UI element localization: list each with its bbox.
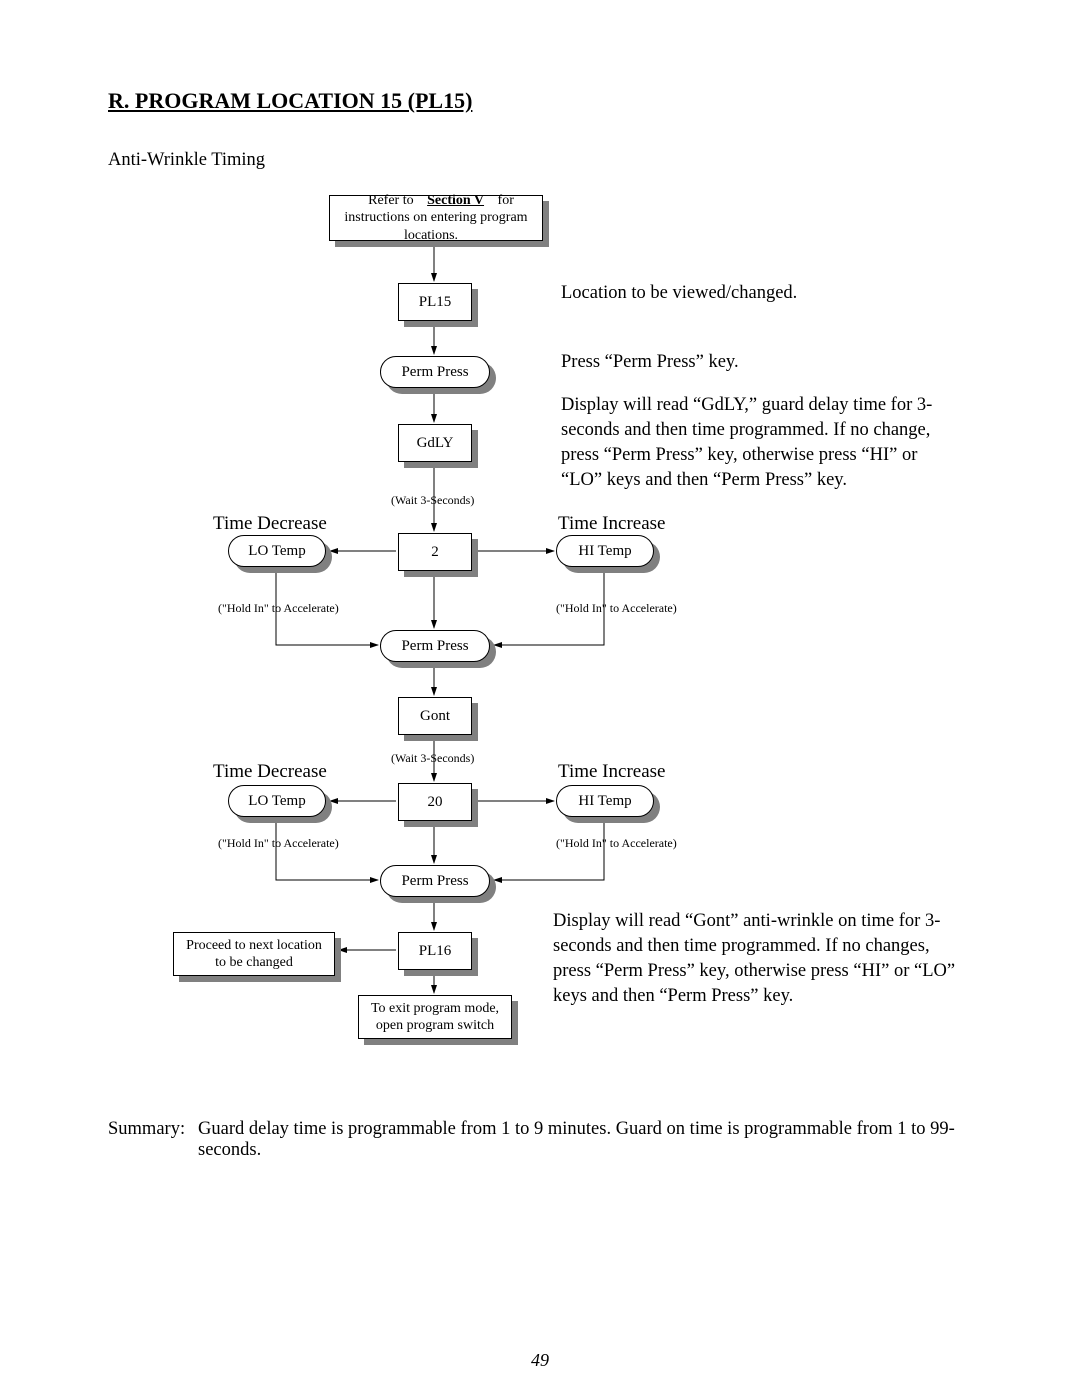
section-heading: R. PROGRAM LOCATION 15 (PL15) bbox=[108, 88, 972, 114]
summary-label: Summary: bbox=[108, 1119, 198, 1161]
flowchart: Refer to Section V for instructions on e… bbox=[108, 195, 972, 1095]
label-tinc1: Time Increase bbox=[558, 513, 665, 535]
page-number: 49 bbox=[0, 1350, 1080, 1371]
node-gont: Gont bbox=[398, 697, 472, 735]
node-perm2: Perm Press bbox=[380, 630, 490, 662]
summary-text: Guard delay time is programmable from 1 … bbox=[198, 1119, 972, 1161]
node-pl16: PL16 bbox=[398, 932, 472, 970]
label-hold1: ("Hold In" to Accelerate) bbox=[218, 601, 339, 616]
node-exit: To exit program mode, open program switc… bbox=[358, 995, 512, 1039]
node-lo1: LO Temp bbox=[228, 535, 326, 567]
node-val2: 2 bbox=[398, 533, 472, 571]
annot-4: Display will read “Gont” anti-wrinkle on… bbox=[553, 909, 958, 1009]
summary-row: Summary: Guard delay time is programmabl… bbox=[108, 1119, 972, 1161]
node-proceed: Proceed to next location to be changed bbox=[173, 932, 335, 976]
label-wait3a: (Wait 3-Seconds) bbox=[391, 493, 474, 508]
label-hold3: ("Hold In" to Accelerate) bbox=[218, 836, 339, 851]
node-hi1: HI Temp bbox=[556, 535, 654, 567]
label-hold2: ("Hold In" to Accelerate) bbox=[556, 601, 677, 616]
label-tdec2: Time Decrease bbox=[213, 761, 327, 783]
node-perm1: Perm Press bbox=[380, 356, 490, 388]
annot-3: Display will read “GdLY,” guard delay ti… bbox=[561, 393, 961, 493]
label-tdec1: Time Decrease bbox=[213, 513, 327, 535]
node-val20: 20 bbox=[398, 783, 472, 821]
annot-2: Press “Perm Press” key. bbox=[561, 350, 911, 375]
label-wait3b: (Wait 3-Seconds) bbox=[391, 751, 474, 766]
node-hi2: HI Temp bbox=[556, 785, 654, 817]
section-subtitle: Anti-Wrinkle Timing bbox=[108, 150, 972, 171]
label-hold4: ("Hold In" to Accelerate) bbox=[556, 836, 677, 851]
annot-1: Location to be viewed/changed. bbox=[561, 281, 911, 306]
node-intro: Refer to Section V for instructions on e… bbox=[329, 195, 543, 241]
node-pl15: PL15 bbox=[398, 283, 472, 321]
node-lo2: LO Temp bbox=[228, 785, 326, 817]
label-tinc2: Time Increase bbox=[558, 761, 665, 783]
node-gdly: GdLY bbox=[398, 424, 472, 462]
node-perm3: Perm Press bbox=[380, 865, 490, 897]
